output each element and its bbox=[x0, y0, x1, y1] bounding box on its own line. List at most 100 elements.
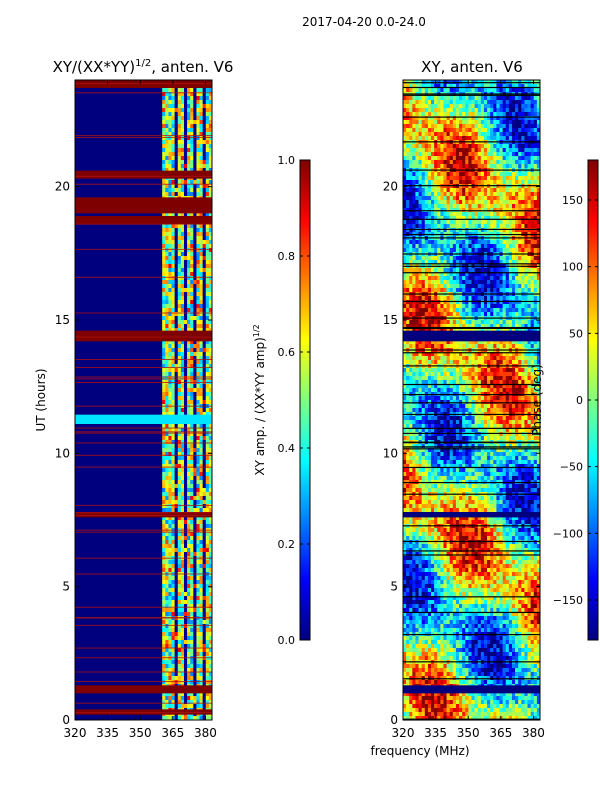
amplitude-cell bbox=[165, 128, 169, 133]
phase-cell bbox=[483, 100, 488, 105]
figure-suptitle: 2017-04-20 0.0-24.0 bbox=[302, 15, 426, 29]
phase-cell bbox=[515, 192, 519, 197]
amplitude-cell bbox=[174, 516, 179, 521]
phase-cell bbox=[421, 244, 426, 249]
phase-cell bbox=[524, 144, 528, 149]
phase-cell bbox=[465, 148, 469, 153]
amplitude-cell bbox=[208, 88, 213, 93]
amplitude-cell bbox=[168, 536, 172, 541]
amplitude-cell bbox=[183, 252, 188, 257]
amplitude-cell bbox=[180, 312, 185, 317]
amplitude-cell bbox=[193, 668, 197, 673]
phase-cell bbox=[427, 164, 432, 169]
phase-cell bbox=[530, 188, 535, 193]
phase-cell bbox=[499, 164, 503, 169]
phase-cell bbox=[515, 172, 519, 177]
amplitude-cell bbox=[162, 360, 166, 365]
phase-cell bbox=[449, 256, 454, 261]
amplitude-cell bbox=[177, 488, 182, 493]
phase-cell bbox=[499, 248, 503, 253]
phase-cell bbox=[468, 284, 472, 289]
amplitude-flag-line bbox=[75, 624, 212, 626]
phase-cell bbox=[474, 196, 479, 201]
amplitude-cell bbox=[196, 516, 200, 521]
amplitude-cell bbox=[183, 364, 188, 369]
amplitude-cell bbox=[165, 660, 169, 665]
phase-cell bbox=[515, 152, 519, 157]
amplitude-cell bbox=[202, 580, 207, 585]
phase-cell bbox=[431, 240, 435, 245]
phase-cell bbox=[533, 124, 538, 129]
phase-cell bbox=[403, 188, 407, 193]
amplitude-cell bbox=[187, 260, 191, 265]
amplitude-cell bbox=[177, 324, 182, 329]
amplitude-cell bbox=[165, 680, 169, 685]
phase-cell bbox=[434, 212, 438, 217]
phase-cell bbox=[421, 200, 426, 205]
amplitude-cell bbox=[190, 472, 194, 477]
amplitude-flag-line bbox=[75, 671, 212, 673]
phase-cell bbox=[496, 152, 500, 157]
amplitude-cell bbox=[205, 568, 210, 573]
amplitude-cell bbox=[180, 600, 185, 605]
amplitude-cell bbox=[190, 408, 194, 413]
amplitude-cell bbox=[208, 560, 213, 565]
amplitude-cell bbox=[180, 252, 185, 257]
phase-cell bbox=[518, 216, 522, 221]
phase-cell bbox=[409, 260, 413, 265]
phase-cell bbox=[530, 196, 535, 201]
amplitude-cell bbox=[177, 532, 182, 537]
amplitude-cell bbox=[165, 704, 169, 709]
amplitude-flag-line bbox=[75, 617, 212, 619]
amplitude-cell bbox=[208, 108, 213, 113]
phase-cell bbox=[474, 256, 479, 261]
phase-cell bbox=[477, 180, 482, 185]
phase-cell bbox=[421, 88, 426, 93]
amplitude-cell bbox=[168, 276, 172, 281]
phase-cell bbox=[477, 120, 482, 125]
amplitude-cell bbox=[187, 652, 191, 657]
phase-cell bbox=[434, 120, 438, 125]
phase-cell bbox=[511, 260, 516, 265]
phase-cell bbox=[440, 148, 444, 153]
phase-cell bbox=[508, 164, 513, 169]
phase-cell bbox=[465, 128, 469, 133]
amplitude-cell bbox=[174, 680, 179, 685]
phase-cell bbox=[496, 112, 500, 117]
phase-cell bbox=[424, 124, 429, 129]
amplitude-cell bbox=[199, 360, 203, 365]
amplitude-cell bbox=[208, 132, 213, 137]
amplitude-cell bbox=[168, 156, 172, 161]
amplitude-cell bbox=[165, 324, 169, 329]
amplitude-cell bbox=[180, 648, 185, 653]
phase-cell bbox=[508, 156, 513, 161]
amplitude-cell bbox=[187, 168, 191, 173]
phase-cell bbox=[446, 112, 450, 117]
amplitude-cell bbox=[174, 424, 179, 429]
amplitude-flag-line bbox=[75, 504, 212, 506]
amplitude-cell bbox=[193, 260, 197, 265]
phase-cell bbox=[449, 156, 454, 161]
phase-cell bbox=[437, 132, 441, 137]
amplitude-cell bbox=[190, 316, 194, 321]
phase-cell bbox=[446, 108, 450, 113]
amplitude-cell bbox=[177, 124, 182, 129]
phase-cell bbox=[515, 220, 519, 225]
phase-cell bbox=[468, 212, 472, 217]
phase-cell bbox=[483, 112, 488, 117]
phase-cell bbox=[508, 152, 513, 157]
phase-cell bbox=[443, 116, 447, 121]
phase-cell bbox=[403, 272, 407, 277]
amplitude-cell bbox=[180, 348, 185, 353]
phase-cell bbox=[459, 240, 463, 245]
phase-cell bbox=[403, 112, 407, 117]
amplitude-cell bbox=[190, 540, 194, 545]
amplitude-cell bbox=[202, 640, 207, 645]
amplitude-cell bbox=[196, 212, 200, 217]
phase-cell bbox=[412, 260, 416, 265]
amplitude-cell bbox=[190, 324, 194, 329]
amplitude-cell bbox=[165, 300, 169, 305]
amplitude-cell bbox=[199, 612, 203, 617]
amplitude-cell bbox=[174, 568, 179, 573]
amplitude-cell bbox=[174, 288, 179, 293]
